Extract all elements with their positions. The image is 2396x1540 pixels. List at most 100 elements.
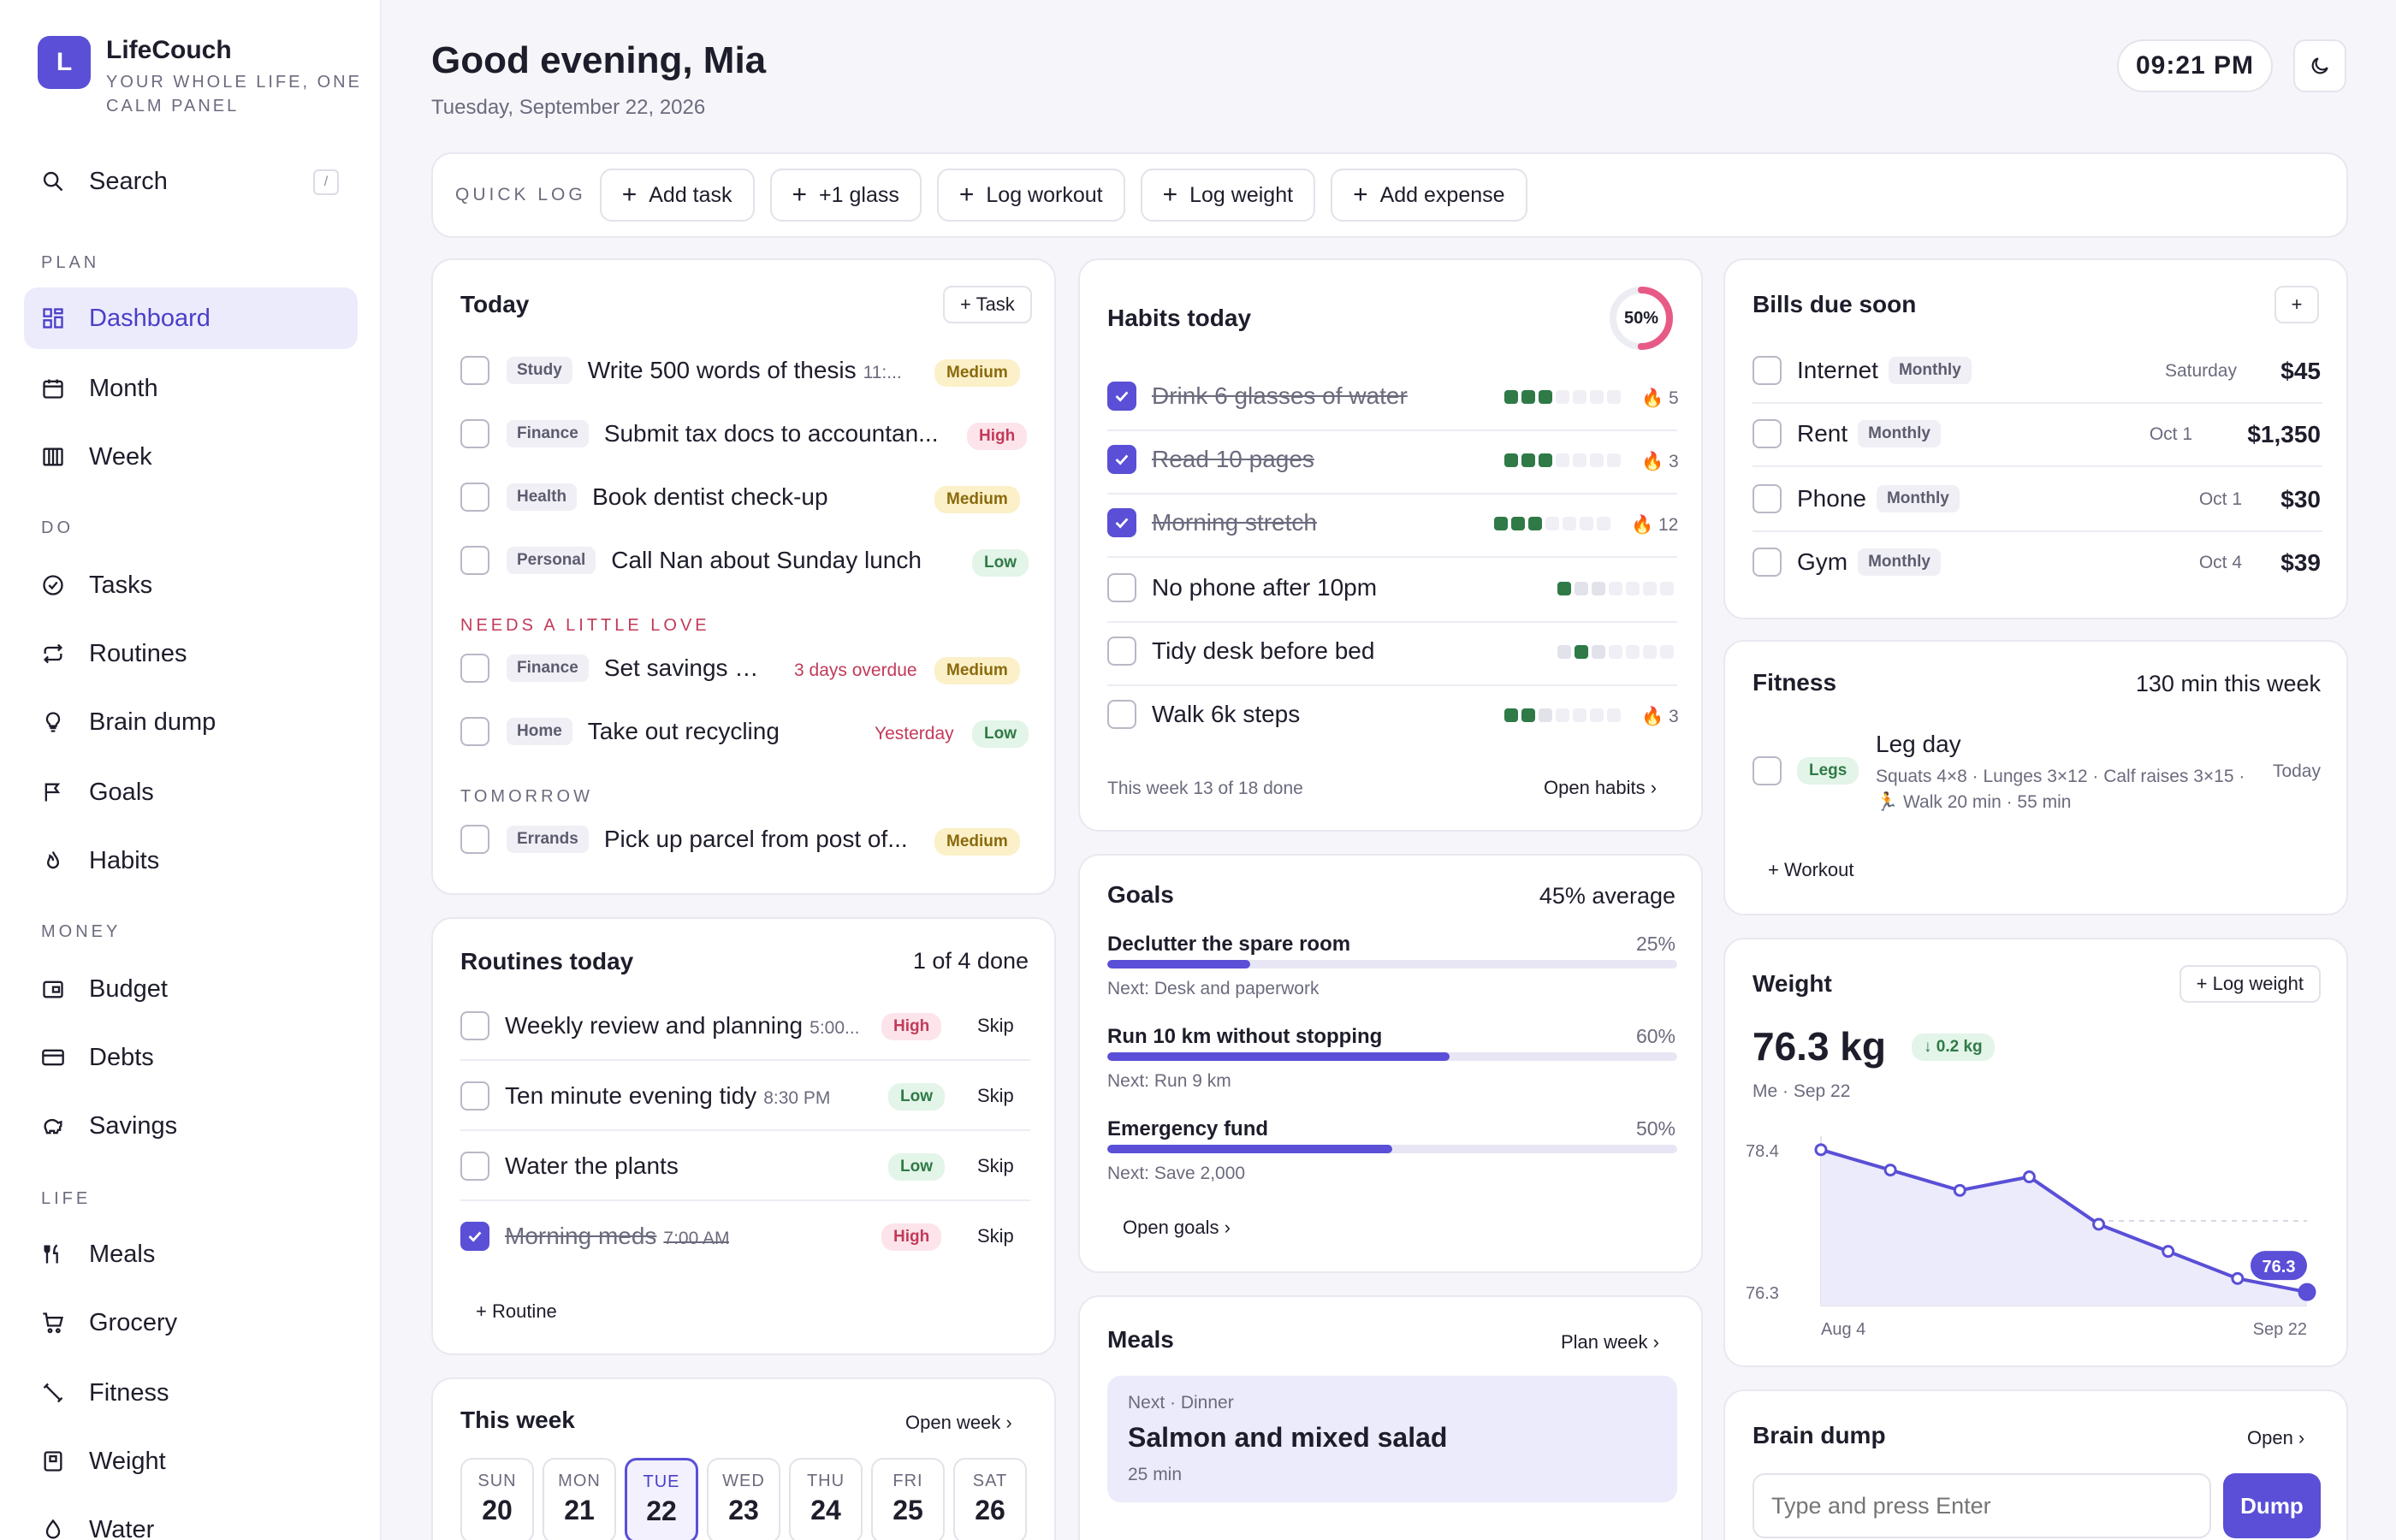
sidebar-item-weight[interactable]: Weight (24, 1430, 358, 1492)
task-checkbox[interactable] (460, 825, 489, 854)
workout-checkbox[interactable] (1753, 756, 1782, 785)
week-day-wed[interactable]: WED 23 (707, 1458, 780, 1540)
add-task-button[interactable]: + Task (943, 286, 1032, 323)
brain-dump-input[interactable] (1753, 1473, 2211, 1538)
task-checkbox[interactable] (460, 717, 489, 746)
week-day-thu[interactable]: THU 24 (789, 1458, 863, 1540)
sidebar-item-routines[interactable]: Routines (24, 623, 358, 684)
sidebar-item-week[interactable]: Week (24, 426, 358, 488)
sidebar-item-brain-dump[interactable]: Brain dump (24, 691, 358, 753)
habit-row[interactable]: Tidy desk before bed (1107, 637, 1374, 666)
week-day-tue[interactable]: TUE 22 (625, 1458, 698, 1540)
overdue-label: Yesterday (875, 724, 954, 743)
sidebar-search[interactable]: Search / (24, 151, 358, 212)
quick-log-weight-button[interactable]: + Log weight (1140, 169, 1316, 222)
add-bill-button[interactable]: + (2274, 286, 2319, 323)
week-day-sun[interactable]: SUN 20 (460, 1458, 534, 1540)
task-checkbox[interactable] (460, 546, 489, 575)
bill-row[interactable]: Internet Monthly (1753, 356, 1972, 385)
sidebar-item-habits[interactable]: Habits (24, 830, 358, 891)
sidebar-item-savings[interactable]: Savings (24, 1095, 358, 1157)
skip-button[interactable]: Skip (977, 1015, 1014, 1036)
sidebar-item-debts[interactable]: Debts (24, 1027, 358, 1088)
quick-add-expense-button[interactable]: + Add expense (1331, 169, 1527, 222)
routine-row[interactable]: Morning meds 7:00 AM (460, 1222, 729, 1251)
routine-row[interactable]: Ten minute evening tidy 8:30 PM (460, 1081, 830, 1111)
open-week-link[interactable]: Open week › (905, 1412, 1012, 1433)
task-checkbox[interactable] (460, 356, 489, 385)
app-logo[interactable]: L LifeCouch YOUR WHOLE LIFE, ONE CALM PA… (38, 36, 363, 118)
next-meal-panel[interactable]: Next · Dinner Salmon and mixed salad 25 … (1107, 1376, 1677, 1502)
goal-progress-fill (1107, 1052, 1450, 1061)
habit-row[interactable]: No phone after 10pm (1107, 573, 1377, 602)
open-goals-link[interactable]: Open goals › (1123, 1217, 1231, 1238)
sidebar-item-month[interactable]: Month (24, 358, 358, 419)
streak-count: 12 (1658, 515, 1679, 535)
task-row[interactable]: Finance Submit tax docs to accountan... (460, 419, 1030, 448)
day-name: SUN (477, 1472, 517, 1490)
habit-checkbox[interactable] (1107, 637, 1136, 666)
task-checkbox[interactable] (460, 654, 489, 683)
quick-log-workout-button[interactable]: + Log workout (936, 169, 1125, 222)
quick-add-glass-button[interactable]: + +1 glass (769, 169, 922, 222)
task-row[interactable]: Finance Set savings g... (460, 654, 1030, 683)
sidebar-item-fitness[interactable]: Fitness (24, 1362, 358, 1424)
moon-icon (2311, 57, 2328, 74)
task-row[interactable]: Study Write 500 words of thesis 11:... (460, 356, 1030, 385)
skip-button[interactable]: Skip (977, 1085, 1014, 1106)
bill-row[interactable]: Rent Monthly (1753, 419, 1941, 448)
routine-row[interactable]: Weekly review and planning 5:00... (460, 1011, 860, 1040)
sidebar-item-goals[interactable]: Goals (24, 761, 358, 823)
sidebar-item-tasks[interactable]: Tasks (24, 554, 358, 616)
routine-checkbox[interactable] (460, 1152, 489, 1181)
habit-row[interactable]: Drink 6 glasses of water (1107, 382, 1408, 411)
bill-checkbox[interactable] (1753, 356, 1782, 385)
routine-row[interactable]: Water the plants (460, 1152, 679, 1181)
task-row[interactable]: Health Book dentist check-up (460, 483, 1030, 512)
bill-checkbox[interactable] (1753, 484, 1782, 513)
habit-checkbox[interactable] (1107, 445, 1136, 474)
open-habits-link[interactable]: Open habits › (1544, 777, 1658, 798)
skip-button[interactable]: Skip (977, 1155, 1014, 1176)
task-row[interactable]: Errands Pick up parcel from post of... (460, 825, 1030, 854)
routine-checkbox[interactable] (460, 1011, 489, 1040)
habit-row[interactable]: Walk 6k steps (1107, 700, 1300, 729)
bill-checkbox[interactable] (1753, 419, 1782, 448)
plan-week-link[interactable]: Plan week › (1561, 1331, 1659, 1353)
add-routine-button[interactable]: + Routine (476, 1300, 557, 1322)
quick-add-task-button[interactable]: + Add task (599, 169, 755, 222)
open-brain-dump-link[interactable]: Open › (2247, 1427, 2305, 1448)
weight-line-chart: 78.4 76.3 Aug 4 Sep 22 76.3 (1746, 1136, 2316, 1339)
bill-checkbox[interactable] (1753, 548, 1782, 577)
routine-checkbox[interactable] (460, 1081, 489, 1111)
sidebar-item-dashboard[interactable]: Dashboard (24, 287, 358, 349)
sidebar-item-water[interactable]: Water (24, 1499, 358, 1540)
add-workout-button[interactable]: + Workout (1768, 859, 1854, 880)
task-checkbox[interactable] (460, 483, 489, 512)
habit-checkbox[interactable] (1107, 573, 1136, 602)
theme-toggle-button[interactable] (2293, 39, 2346, 92)
workout-row[interactable]: Legs (1753, 756, 1859, 785)
week-day-mon[interactable]: MON 21 (543, 1458, 616, 1540)
task-row[interactable]: Home Take out recycling (460, 717, 1030, 746)
skip-button[interactable]: Skip (977, 1225, 1014, 1247)
habit-checkbox[interactable] (1107, 382, 1136, 411)
week-day-sat[interactable]: SAT 26 (953, 1458, 1027, 1540)
log-weight-button[interactable]: + Log weight (2179, 965, 2321, 1003)
today-card: Today + Task Study Write 500 words of th… (431, 258, 1056, 895)
task-row[interactable]: Personal Call Nan about Sunday lunch (460, 546, 1030, 575)
routine-checkbox[interactable] (460, 1222, 489, 1251)
dump-button[interactable]: Dump (2223, 1473, 2321, 1538)
sidebar-item-budget[interactable]: Budget (24, 958, 358, 1020)
habit-checkbox[interactable] (1107, 700, 1136, 729)
habit-row[interactable]: Read 10 pages (1107, 445, 1314, 474)
bill-row[interactable]: Gym Monthly (1753, 548, 1941, 577)
sidebar-item-meals[interactable]: Meals (24, 1223, 358, 1285)
week-day-fri[interactable]: FRI 25 (871, 1458, 945, 1540)
habit-checkbox[interactable] (1107, 508, 1136, 537)
bill-row[interactable]: Phone Monthly (1753, 484, 1960, 513)
habit-row[interactable]: Morning stretch (1107, 508, 1317, 537)
button-label: +1 glass (819, 182, 899, 207)
task-checkbox[interactable] (460, 419, 489, 448)
sidebar-item-grocery[interactable]: Grocery (24, 1292, 358, 1353)
